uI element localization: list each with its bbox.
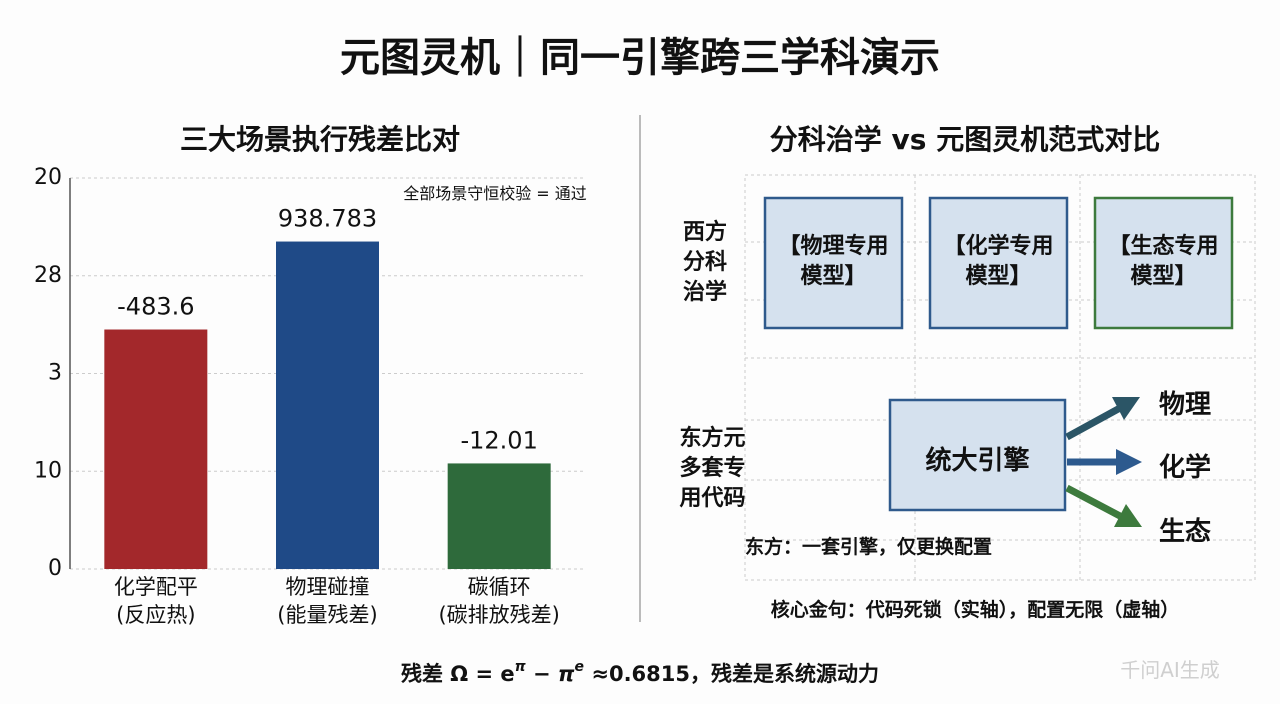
- bar: [104, 329, 208, 569]
- x-tick-label: 化学配平 (反应热): [113, 575, 198, 627]
- model-label: 【物理专用 模型】: [778, 234, 889, 289]
- arrows: [1065, 397, 1142, 527]
- superscript: e: [575, 659, 585, 675]
- y-tick-label: 28: [34, 263, 62, 288]
- engine-label: 统大引擎: [925, 446, 1030, 476]
- engine-note: 东方：一套引擎，仅更换配置: [745, 536, 993, 558]
- model-box: [1093, 196, 1234, 330]
- model-box: [928, 196, 1069, 330]
- data-label: -483.6: [117, 293, 194, 321]
- model-label: 【生态专用 模型】: [1108, 234, 1219, 289]
- page-title: 元图灵机｜同一引擎跨三学科演示: [340, 35, 940, 81]
- output-label: 化学: [1158, 453, 1211, 483]
- y-tick-label: 0: [48, 556, 62, 581]
- model-box: [763, 196, 904, 330]
- data-label: 938.783: [278, 205, 377, 233]
- engine-box: [888, 398, 1067, 512]
- x-tick-label: 物理碰撞 (能量残差): [277, 575, 378, 627]
- diagram-title: 分科治学 vs 元图灵机范式对比: [769, 123, 1161, 156]
- formula-part: − π: [526, 662, 575, 686]
- bar: [447, 463, 551, 569]
- x-tick-label: 碳循环 (碳排放残差): [438, 575, 560, 627]
- chart-title: 三大场景执行残差比对: [179, 123, 460, 156]
- y-tick-label: 20: [34, 165, 62, 190]
- row-label: 西方 分科 治学: [682, 220, 727, 305]
- output-label: 物理: [1158, 390, 1211, 420]
- output-label: 生态: [1158, 517, 1211, 547]
- formula-part: 残差 Ω = e: [401, 662, 515, 686]
- motto: 核心金句：代码死锁（实轴），配置无限（虚轴）: [770, 599, 1180, 621]
- bar-chart: 0 10 3 28 20 -483.6 938.783 -12.01: [34, 165, 585, 581]
- bar: [276, 241, 379, 569]
- y-tick-label: 3: [48, 361, 62, 386]
- row-label: 东方元 多套专 用代码: [679, 426, 746, 511]
- annotation: 全部场景守恒校验 = 通过: [403, 184, 587, 203]
- superscript: π: [515, 659, 527, 675]
- data-label: -12.01: [460, 426, 537, 454]
- formula: 残差 Ω = eπ − πe ≈0.6815，残差是系统源动力: [401, 659, 879, 686]
- formula-part: ≈0.6815，残差是系统源动力: [584, 662, 879, 686]
- model-label: 【化学专用 模型】: [943, 234, 1054, 289]
- y-tick-label: 10: [34, 458, 62, 483]
- watermark: 千问AI生成: [1120, 658, 1220, 682]
